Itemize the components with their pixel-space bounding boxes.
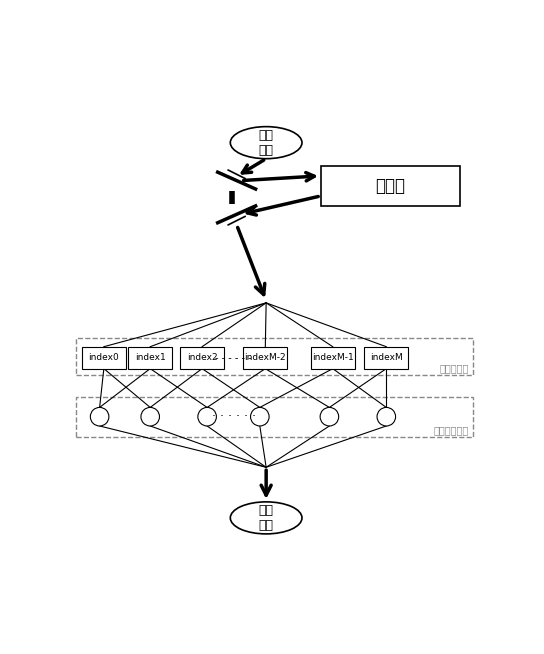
Ellipse shape [230, 502, 302, 534]
Ellipse shape [90, 407, 109, 426]
Bar [128, 347, 172, 369]
Ellipse shape [141, 407, 159, 426]
Ellipse shape [377, 407, 395, 426]
Text: 视频
数据: 视频 数据 [258, 129, 274, 157]
Bar [243, 347, 287, 369]
Bar [82, 347, 126, 369]
Text: index2: index2 [187, 353, 218, 362]
Bar [321, 166, 460, 206]
Text: 寄存器阵列: 寄存器阵列 [439, 363, 468, 373]
Ellipse shape [320, 407, 339, 426]
Bar [180, 347, 224, 369]
Text: index1: index1 [135, 353, 165, 362]
Bar [76, 397, 473, 436]
Text: 视频
数据: 视频 数据 [258, 504, 274, 532]
Text: indexM-1: indexM-1 [312, 353, 354, 362]
Text: indexM: indexM [370, 353, 403, 362]
Text: index0: index0 [89, 353, 119, 362]
Ellipse shape [198, 407, 217, 426]
Bar [311, 347, 355, 369]
Text: 伪彩表: 伪彩表 [375, 177, 405, 195]
Ellipse shape [251, 407, 269, 426]
Bar [364, 347, 409, 369]
Text: - - - - - -: - - - - - - [215, 353, 252, 363]
Text: · · · · · ·: · · · · · · [212, 410, 256, 423]
Text: 硬件接口线捆: 硬件接口线捆 [433, 425, 468, 435]
Text: indexM-2: indexM-2 [244, 353, 286, 362]
Ellipse shape [230, 127, 302, 159]
Bar [76, 338, 473, 375]
